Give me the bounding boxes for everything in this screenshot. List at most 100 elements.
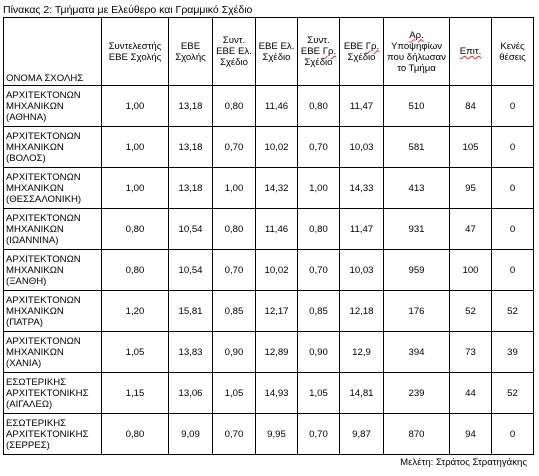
school-name-cell: ΑΡΧΙΤΕΚΤΟΝΩΝ ΜΗΧΑΝΙΚΩΝ (ΑΘΗΝΑ): [3, 85, 102, 127]
header-candidates-mark: Αρ.: [409, 29, 424, 41]
table-row: ΑΡΧΙΤΕΚΤΟΝΩΝ ΜΗΧΑΝΙΚΩΝ (ΒΟΛΟΣ) 1,00 13,18 0…: [3, 126, 534, 168]
cfree-cell: 0,80: [212, 85, 256, 127]
header-coef-free-3: Σχέδιο: [219, 57, 249, 68]
header-coef-free-2: ΕΒΕ Ελ.: [216, 46, 252, 57]
elin-cell: 14,33: [339, 167, 384, 209]
places-cell: 100: [449, 249, 492, 291]
cand-cell: 581: [383, 126, 450, 168]
places-cell: 95: [449, 167, 492, 209]
ebe-cell: 9,09: [168, 413, 213, 455]
cand-cell: 959: [383, 249, 450, 291]
header-coef-line2: ΕΒΕ Σχολής: [108, 51, 162, 63]
efree-cell: 10,02: [255, 126, 298, 168]
ebe-cell: 15,81: [168, 290, 213, 332]
elin-cell: 9,87: [339, 413, 384, 455]
header-coef-free-1: Συντ.: [222, 35, 246, 46]
efree-cell: 11,46: [255, 85, 298, 127]
clin-cell: 0,90: [297, 331, 340, 373]
coef-cell: 0,80: [101, 249, 169, 291]
elin-cell: 11,47: [339, 208, 384, 250]
cfree-cell: 0,70: [212, 413, 256, 455]
clin-cell: 0,80: [297, 208, 340, 250]
coef-cell: 1,00: [101, 126, 169, 168]
places-cell: 73: [449, 331, 492, 373]
efree-cell: 12,89: [255, 331, 298, 373]
vacant-cell: 52: [491, 290, 534, 332]
table-row: ΑΡΧΙΤΕΚΤΟΝΩΝ ΜΗΧΑΝΙΚΩΝ (ΧΑΝΙΑ) 1,05 13,83 0…: [3, 331, 534, 373]
efree-cell: 11,46: [255, 208, 298, 250]
table-body: ΑΡΧΙΤΕΚΤΟΝΩΝ ΜΗΧΑΝΙΚΩΝ (ΑΘΗΝΑ) 1,00 13,18 0…: [3, 85, 534, 455]
places-cell: 52: [449, 290, 492, 332]
header-ebe-linear: ΕΒΕ Γρ. Σχέδιο: [339, 17, 384, 86]
efree-cell: 12,17: [255, 290, 298, 332]
table-row: ΕΣΩΤΕΡΙΚΗΣ ΑΡΧΙΤΕΚΤΟΝΙΚΗΣ (ΣΕΡΡΕΣ) 0,80 9,…: [3, 413, 534, 455]
header-candidates-post: Υποψηφίων που δήλωσαν το Τμήμα: [387, 40, 446, 74]
header-coef-line1: Συντελεστής: [108, 40, 162, 52]
elin-cell: 10,03: [339, 249, 384, 291]
ebe-cell: 13,18: [168, 126, 213, 168]
ebe-cell: 10,54: [168, 208, 213, 250]
efree-cell: 14,32: [255, 167, 298, 209]
coef-cell: 1,05: [101, 331, 169, 373]
elin-cell: 12,18: [339, 290, 384, 332]
coef-cell: 1,20: [101, 290, 169, 332]
departments-table: ΟΝΟΜΑ ΣΧΟΛΗΣ Συντελεστής ΕΒΕ Σχολής ΕΒΕ …: [3, 17, 534, 455]
school-name-cell: ΕΣΩΤΕΡΙΚΗΣ ΑΡΧΙΤΕΚΤΟΝΙΚΗΣ (ΣΕΡΡΕΣ): [3, 413, 102, 455]
table-row: ΑΡΧΙΤΕΚΤΟΝΩΝ ΜΗΧΑΝΙΚΩΝ (ΘΕΣΣΑΛΟΝΙΚΗ) 1,00…: [3, 167, 534, 209]
places-cell: 94: [449, 413, 492, 455]
clin-cell: 0,80: [297, 85, 340, 127]
header-coef-linear-pre: Συντ. ΕΒΕ: [300, 35, 330, 57]
table-row: ΑΡΧΙΤΕΚΤΟΝΩΝ ΜΗΧΑΝΙΚΩΝ (ΑΘΗΝΑ) 1,00 13,18 0…: [3, 85, 534, 127]
coef-cell: 0,80: [101, 413, 169, 455]
header-ebe-school: ΕΒΕ Σχολής: [168, 17, 213, 86]
school-name-cell: ΑΡΧΙΤΕΚΤΟΝΩΝ ΜΗΧΑΝΙΚΩΝ (ΒΟΛΟΣ): [3, 126, 102, 168]
cand-cell: 413: [383, 167, 450, 209]
clin-cell: 1,00: [297, 167, 340, 209]
vacant-cell: 0: [491, 167, 534, 209]
school-name-cell: ΑΡΧΙΤΕΚΤΟΝΩΝ ΜΗΧΑΝΙΚΩΝ (ΧΑΝΙΑ): [3, 331, 102, 373]
vacant-cell: 0: [491, 413, 534, 455]
cfree-cell: 1,00: [212, 167, 256, 209]
vacant-cell: 0: [491, 249, 534, 291]
ebe-cell: 13,18: [168, 167, 213, 209]
places-cell: 105: [449, 126, 492, 168]
efree-cell: 14,93: [255, 372, 298, 414]
coef-cell: 1,00: [101, 167, 169, 209]
cand-cell: 176: [383, 290, 450, 332]
header-row: ΟΝΟΜΑ ΣΧΟΛΗΣ Συντελεστής ΕΒΕ Σχολής ΕΒΕ …: [3, 17, 534, 86]
vacant-cell: 0: [491, 126, 534, 168]
header-vacant: Κενές θέσεις: [491, 17, 534, 86]
clin-cell: 0,85: [297, 290, 340, 332]
header-ebe-free: ΕΒΕ Ελ. Σχέδιο: [255, 17, 298, 86]
author-credit: Μελέτη: Στράτος Στρατηγάκης: [400, 457, 527, 468]
places-cell: 84: [449, 85, 492, 127]
coef-cell: 0,80: [101, 208, 169, 250]
header-coef-linear-mark: Γρ.: [322, 46, 337, 57]
ebe-cell: 13,06: [168, 372, 213, 414]
header-coef: Συντελεστής ΕΒΕ Σχολής: [101, 17, 169, 86]
ebe-cell: 10,54: [168, 249, 213, 291]
cand-cell: 870: [383, 413, 450, 455]
vacant-cell: 39: [491, 331, 534, 373]
school-name-cell: ΑΡΧΙΤΕΚΤΟΝΩΝ ΜΗΧΑΝΙΚΩΝ (ΙΩΑΝΝΙΝΑ): [3, 208, 102, 250]
cfree-cell: 0,70: [212, 249, 256, 291]
header-ebe-linear-pre: ΕΒΕ: [343, 40, 366, 52]
school-name-cell: ΑΡΧΙΤΕΚΤΟΝΩΝ ΜΗΧΑΝΙΚΩΝ (ΠΑΤΡΑ): [3, 290, 102, 332]
coef-cell: 1,00: [101, 85, 169, 127]
places-cell: 47: [449, 208, 492, 250]
efree-cell: 9,95: [255, 413, 298, 455]
cfree-cell: 0,85: [212, 290, 256, 332]
cfree-cell: 0,70: [212, 126, 256, 168]
elin-cell: 10,03: [339, 126, 384, 168]
coef-cell: 1,15: [101, 372, 169, 414]
school-name-cell: ΑΡΧΙΤΕΚΤΟΝΩΝ ΜΗΧΑΝΙΚΩΝ (ΘΕΣΣΑΛΟΝΙΚΗ): [3, 167, 102, 209]
vacant-cell: 0: [491, 85, 534, 127]
places-cell: 44: [449, 372, 492, 414]
elin-cell: 12,9: [339, 331, 384, 373]
header-places: Επιτ.: [449, 17, 492, 86]
elin-cell: 11,47: [339, 85, 384, 127]
header-coef-linear-post: Σχέδιο: [304, 57, 333, 68]
table-row: ΑΡΧΙΤΕΚΤΟΝΩΝ ΜΗΧΑΝΙΚΩΝ (ΙΩΑΝΝΙΝΑ) 0,80 10,…: [3, 208, 534, 250]
cfree-cell: 1,05: [212, 372, 256, 414]
school-name-cell: ΑΡΧΙΤΕΚΤΟΝΩΝ ΜΗΧΑΝΙΚΩΝ (ΞΑΝΘΗ): [3, 249, 102, 291]
